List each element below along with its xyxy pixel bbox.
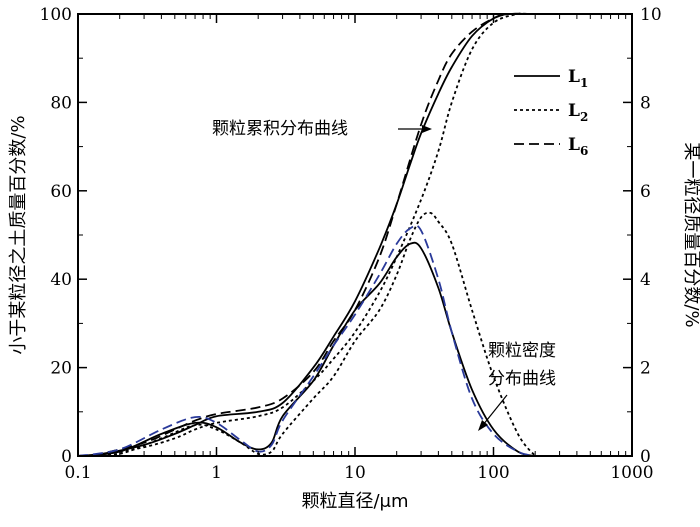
series-line-density-l1 <box>77 241 536 457</box>
annotation-cumulative-arrowhead <box>422 125 432 133</box>
annotation-cumulative: 颗粒累积分布曲线 <box>212 119 348 139</box>
series-line-cumulative-l6 <box>77 12 632 457</box>
series-line-density-l2 <box>77 211 536 457</box>
x-tick-label: 1000 <box>610 463 653 483</box>
legend-label-l6: L6 <box>568 135 588 158</box>
y-right-tick-label: 0 <box>640 447 651 467</box>
y-left-tick-label: 20 <box>50 359 72 379</box>
legend-label-l1: L1 <box>568 67 588 90</box>
series-line-cumulative-l1 <box>77 12 632 457</box>
x-tick-label: 1 <box>211 463 222 483</box>
x-axis-title: 颗粒直径/μm <box>301 491 408 512</box>
y-axis-left-title: 小于某粒径之土质量百分数/% <box>8 115 29 354</box>
x-tick-label: 10 <box>344 463 366 483</box>
annotation-density-arrowhead <box>478 420 488 431</box>
annotation-density-arrow <box>482 394 508 426</box>
legend-label-l2: L2 <box>568 101 588 124</box>
y-right-tick-label: 2 <box>640 359 651 379</box>
y-right-tick-label: 4 <box>640 270 651 290</box>
plot-frame <box>77 13 633 457</box>
series-line-cumulative-l2 <box>77 12 632 457</box>
series-line-density-l6 <box>77 224 536 457</box>
y-left-tick-label: 40 <box>50 270 72 290</box>
annotation-density-line1: 颗粒密度 <box>488 341 556 361</box>
y-right-tick-label: 8 <box>640 93 651 113</box>
x-tick-label: 0.1 <box>64 463 91 483</box>
curves-layer <box>77 12 632 457</box>
y-right-tick-label: 6 <box>640 182 651 202</box>
x-tick-label: 100 <box>477 463 509 483</box>
y-axis-right-title: 某一粒径质量百分数/% <box>681 142 700 327</box>
annotation-density-line2: 分布曲线 <box>488 369 556 389</box>
y-left-tick-label: 60 <box>50 182 72 202</box>
legend: L1 L2 L6 <box>514 67 588 158</box>
y-left-tick-label: 100 <box>40 5 72 25</box>
y-left-tick-label: 0 <box>61 447 72 467</box>
y-right-tick-label: 10 <box>640 5 662 25</box>
y-left-tick-label: 80 <box>50 93 72 113</box>
